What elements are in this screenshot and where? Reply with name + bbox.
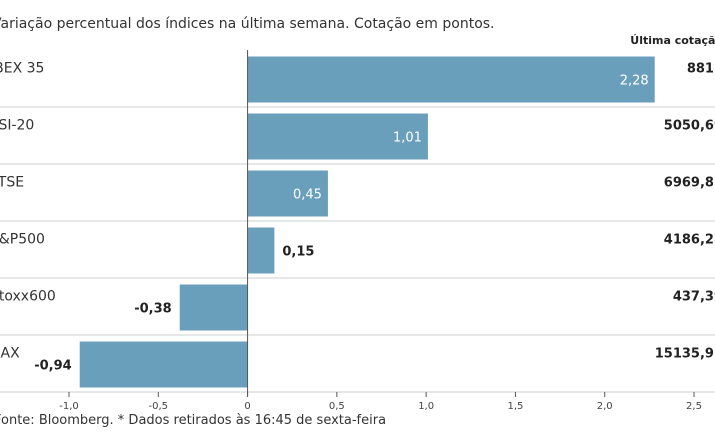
x-tick-label: 2,5: [686, 401, 702, 412]
chart-subtitle: Variação percentual dos índices na últim…: [0, 16, 495, 32]
last-quote-value: 15135,91: [655, 347, 715, 362]
x-tick-label: -1,0: [59, 401, 79, 412]
bar: [79, 341, 248, 388]
category-label: Stoxx600: [0, 289, 56, 305]
bar: [179, 284, 248, 331]
x-tick-label: 0,5: [329, 401, 345, 412]
last-quote-value: 5050,69: [664, 119, 715, 134]
category-label: S&P500: [0, 232, 45, 248]
bar: [247, 56, 655, 103]
x-tick-label: -0,5: [149, 401, 169, 412]
last-quote-header: Última cotação: [630, 34, 715, 47]
bar-chart: IBEX 35 2,28 8815 PSI-20 1,01 5050,69 FTSE 0,45…: [0, 50, 715, 412]
value-label: 0,15: [282, 245, 314, 260]
value-label: 1,01: [393, 131, 422, 146]
value-label: -0,94: [34, 359, 71, 374]
source-note: Fonte: Bloomberg. * Dados retirados às 1…: [0, 413, 387, 428]
x-tick-label: 1,5: [507, 401, 523, 412]
last-quote-value: 437,39: [673, 290, 715, 305]
x-tick-label: 2,0: [597, 401, 613, 412]
bar: [247, 113, 428, 160]
last-quote-value: 4186,28: [664, 233, 715, 248]
value-label: -0,38: [134, 302, 171, 317]
category-label: DAX: [0, 346, 20, 362]
category-label: IBEX 35: [0, 61, 44, 77]
category-label: PSI-20: [0, 118, 34, 134]
x-tick-label: 1,0: [418, 401, 434, 412]
bar: [247, 170, 328, 217]
category-label: FTSE: [0, 175, 24, 191]
bar: [247, 227, 275, 274]
value-label: 0,45: [293, 188, 322, 203]
last-quote-value: 6969,81: [664, 176, 715, 191]
x-tick-label: 0: [244, 401, 250, 412]
value-label: 2,28: [620, 74, 649, 89]
last-quote-value: 8815: [687, 62, 715, 77]
